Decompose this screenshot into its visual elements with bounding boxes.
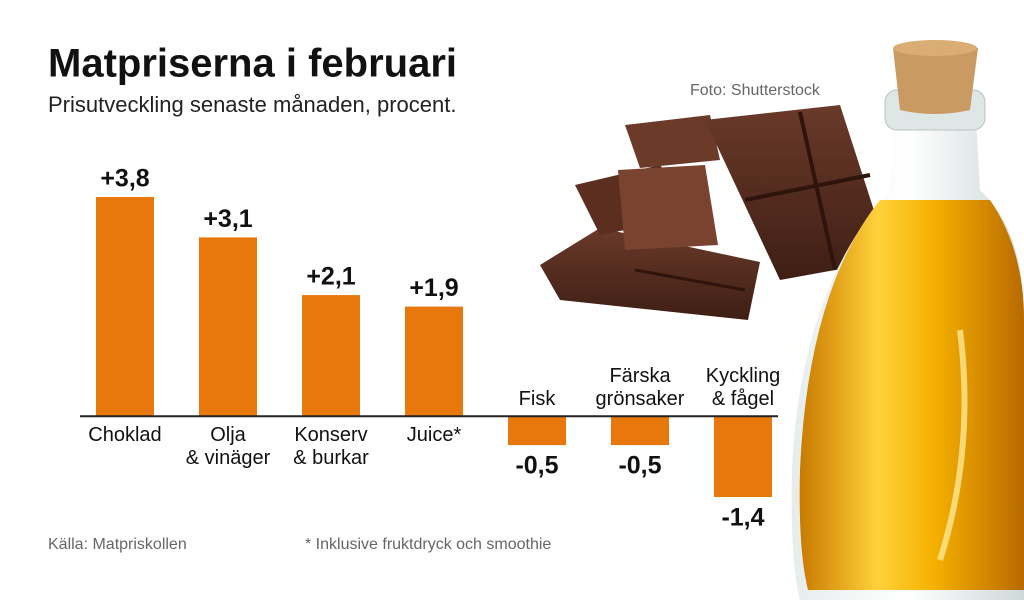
category-line: & fågel: [712, 389, 774, 411]
category-line: Juice*: [407, 425, 462, 447]
value-label: -0,5: [515, 452, 558, 480]
category-label: Fisk: [519, 389, 557, 411]
value-label: -1,4: [721, 504, 764, 532]
category-line: Olja: [210, 425, 246, 447]
category-label: Kyckling & fågel: [706, 366, 780, 411]
bar: [302, 295, 360, 417]
subtitle: Prisutveckling senaste månaden, procent.: [48, 92, 456, 117]
category-label: Färska grönsaker: [596, 366, 685, 411]
value-label: +3,1: [203, 205, 252, 233]
category-line: grönsaker: [596, 389, 685, 411]
category-label: Choklad: [88, 425, 161, 447]
bar: [405, 306, 463, 417]
value-label: +2,1: [306, 263, 355, 291]
bar: [508, 416, 566, 446]
category-line: Konserv: [294, 425, 367, 447]
category-label: Olja & vinäger: [186, 425, 271, 470]
chocolate-image: [540, 105, 890, 320]
category-line: & burkar: [293, 448, 369, 470]
category-line: Kyckling: [706, 366, 780, 388]
value-label: -0,5: [618, 452, 661, 480]
bar: [199, 237, 257, 417]
bar: [96, 197, 154, 417]
photo-credit: Foto: Shutterstock: [690, 82, 821, 99]
value-label: +1,9: [409, 274, 458, 302]
category-line: Färska: [609, 366, 671, 388]
category-line: Fisk: [519, 389, 557, 411]
footnote: * Inklusive fruktdryck och smoothie: [305, 536, 551, 553]
category-line: Choklad: [88, 425, 161, 447]
title: Matpriserna i februari: [48, 42, 457, 86]
bar: [611, 416, 669, 446]
value-label: +3,8: [100, 165, 149, 193]
source: Källa: Matpriskollen: [48, 536, 187, 553]
bar: [714, 416, 772, 497]
oil-bottle-image: [791, 40, 1024, 600]
category-label: Juice*: [407, 425, 462, 447]
category-line: & vinäger: [186, 448, 271, 470]
category-label: Konserv & burkar: [293, 425, 369, 470]
